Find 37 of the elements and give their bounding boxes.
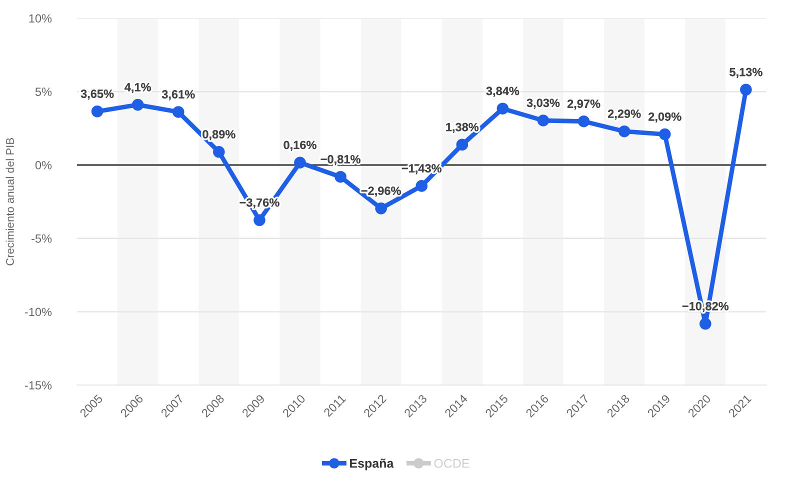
point — [375, 202, 387, 214]
point — [213, 146, 225, 158]
y-tick-label: -15% — [24, 381, 52, 390]
data-label: 1,38% — [446, 122, 479, 133]
data-label: −0,81% — [320, 155, 360, 166]
data-label: 3,65% — [80, 90, 114, 100]
data-label: 4,1% — [124, 83, 151, 94]
legend-label: España — [350, 458, 394, 470]
point — [91, 105, 104, 118]
point — [699, 318, 712, 330]
y-tick-label: -10% — [24, 308, 52, 316]
point — [496, 102, 509, 115]
data-label: 2,29% — [608, 110, 641, 120]
point — [294, 156, 306, 169]
point — [456, 138, 468, 151]
point — [658, 128, 671, 140]
point — [740, 84, 752, 96]
y-tick-label: 5% — [35, 88, 52, 96]
point — [254, 214, 266, 226]
point — [416, 180, 428, 192]
data-label: 3,84% — [486, 86, 520, 97]
data-label: 3,03% — [526, 98, 560, 109]
data-label: 2,09% — [648, 112, 682, 123]
point — [537, 114, 550, 126]
data-label: 2,97% — [567, 100, 600, 110]
y-tick-label: -5% — [32, 234, 52, 243]
y-tick-label: 10% — [29, 14, 52, 23]
point — [132, 98, 144, 111]
point — [618, 125, 630, 138]
data-label: 5,13% — [730, 68, 762, 78]
data-label: 3,61% — [162, 90, 195, 100]
y-axis-title: Crecimiento anual del PIB — [6, 138, 14, 266]
y-tick-label: 0% — [35, 161, 52, 170]
point — [172, 106, 184, 118]
point — [334, 170, 346, 183]
point — [578, 115, 590, 128]
data-label: 0,16% — [284, 140, 316, 151]
